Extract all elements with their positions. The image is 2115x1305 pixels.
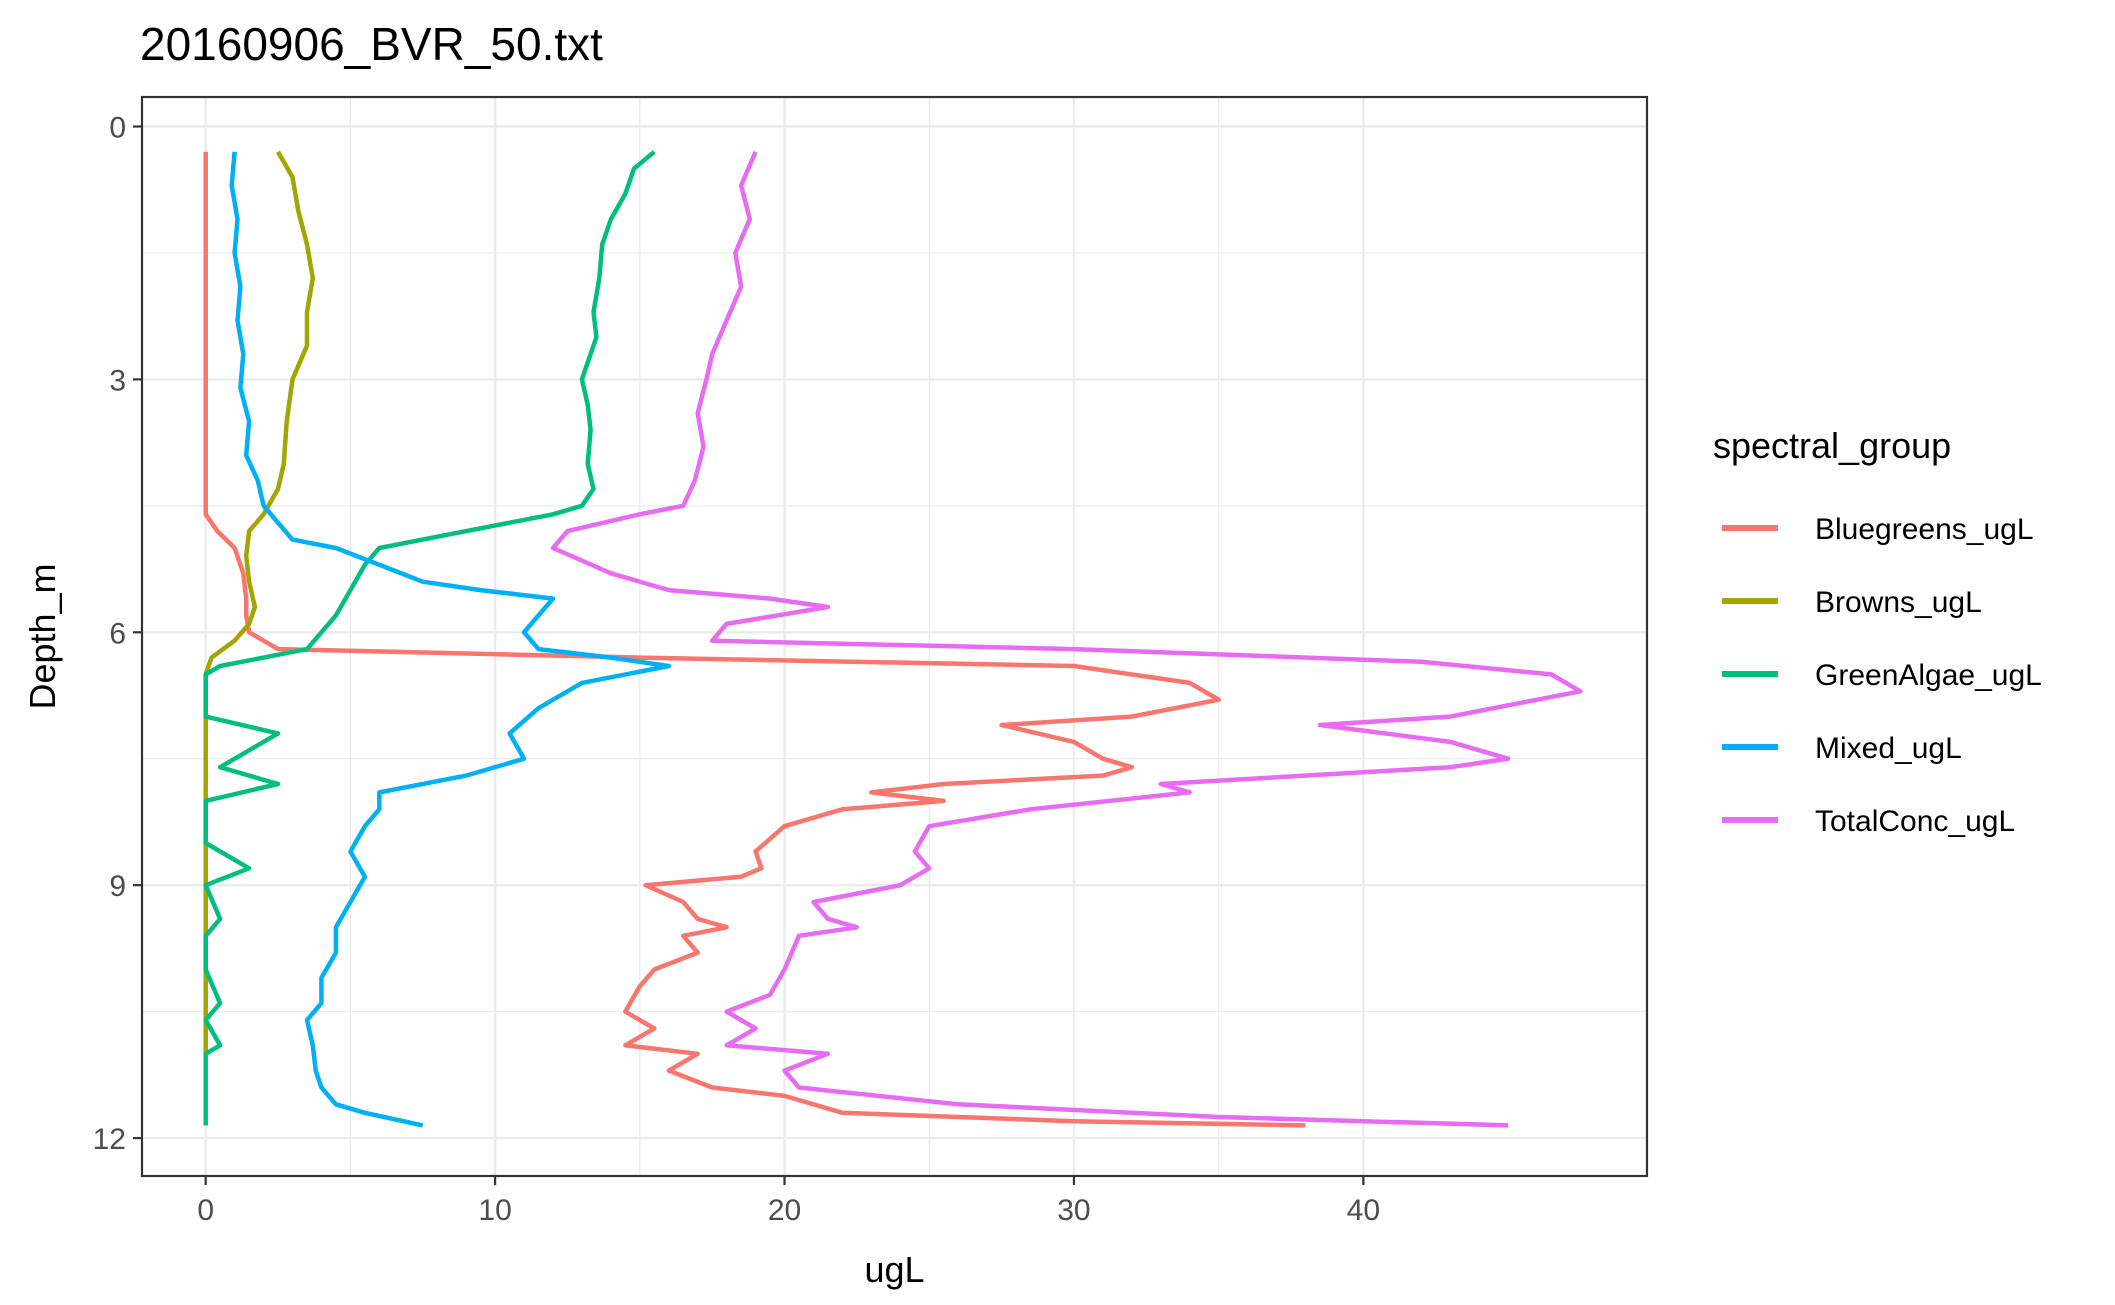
plot-panel (140, 95, 1649, 1178)
chart-title: 20160906_BVR_50.txt (140, 18, 603, 70)
legend-label: Bluegreens_ugL (1815, 513, 2034, 546)
legend-label: Browns_ugL (1815, 586, 1982, 619)
x-tick-label: 0 (197, 1194, 214, 1227)
legend: spectral_group Bluegreens_ugL Browns_ugL G… (1713, 425, 2042, 838)
legend-title: spectral_group (1713, 425, 1951, 466)
y-tick-label: 12 (93, 1123, 126, 1156)
panel-background (142, 97, 1647, 1176)
series-line-mixed-ugl (229, 151, 672, 1128)
legend-label: TotalConc_ugL (1815, 805, 2015, 838)
y-axis: 0 3 6 9 12 (93, 112, 142, 1156)
series-line-greenalgae-ugl (203, 150, 656, 1126)
x-tick-label: 40 (1347, 1194, 1380, 1227)
x-tick-label: 30 (1057, 1194, 1090, 1227)
legend-label: Mixed_ugL (1815, 732, 1962, 765)
y-tick-label: 3 (109, 364, 126, 397)
series-line-bluegreens-ugl (203, 151, 1306, 1128)
panel-border (140, 95, 1649, 1178)
y-tick-label: 6 (109, 617, 126, 650)
x-tick-label: 10 (478, 1194, 511, 1227)
y-axis-title: Depth_m (22, 563, 63, 709)
x-axis: 0 10 20 30 40 (197, 1176, 1380, 1227)
x-axis-title: ugL (864, 1249, 924, 1290)
series-line-totalconc-ugl (550, 150, 1583, 1128)
y-tick-label: 9 (109, 870, 126, 903)
x-tick-label: 20 (768, 1194, 801, 1227)
y-tick-label: 0 (109, 112, 126, 145)
series-line-browns-ugl (203, 150, 316, 1054)
legend-label: GreenAlgae_ugL (1815, 659, 2042, 692)
